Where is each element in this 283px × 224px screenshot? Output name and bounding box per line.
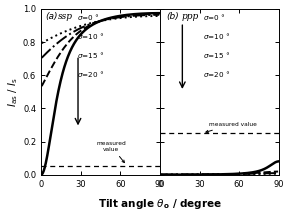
Text: $\sigma$=10 $\degree$: $\sigma$=10 $\degree$ (203, 31, 230, 41)
Text: (b): (b) (166, 12, 179, 21)
Text: measured
value: measured value (96, 141, 126, 163)
Text: ssp: ssp (58, 12, 73, 21)
Text: Tilt angle $\theta_\mathregular{o}$ / degree: Tilt angle $\theta_\mathregular{o}$ / de… (98, 197, 222, 211)
Text: $\sigma$=20 $\degree$: $\sigma$=20 $\degree$ (203, 69, 230, 80)
Text: $\sigma$=0 $\degree$: $\sigma$=0 $\degree$ (77, 12, 99, 22)
Text: $\sigma$=10 $\degree$: $\sigma$=10 $\degree$ (77, 31, 104, 41)
Text: $\sigma$=15 $\degree$: $\sigma$=15 $\degree$ (77, 50, 104, 60)
Y-axis label: $\mathit{I}_\mathrm{as}$ / $\mathit{I}_\mathrm{s}$: $\mathit{I}_\mathrm{as}$ / $\mathit{I}_\… (6, 77, 20, 107)
Text: $\sigma$=15 $\degree$: $\sigma$=15 $\degree$ (203, 50, 230, 60)
Text: $\sigma$=20 $\degree$: $\sigma$=20 $\degree$ (77, 69, 104, 80)
Text: measured value: measured value (206, 122, 256, 133)
Text: $\sigma$=0 $\degree$: $\sigma$=0 $\degree$ (203, 12, 225, 22)
Text: (a): (a) (46, 12, 58, 21)
Text: ppp: ppp (181, 12, 199, 21)
